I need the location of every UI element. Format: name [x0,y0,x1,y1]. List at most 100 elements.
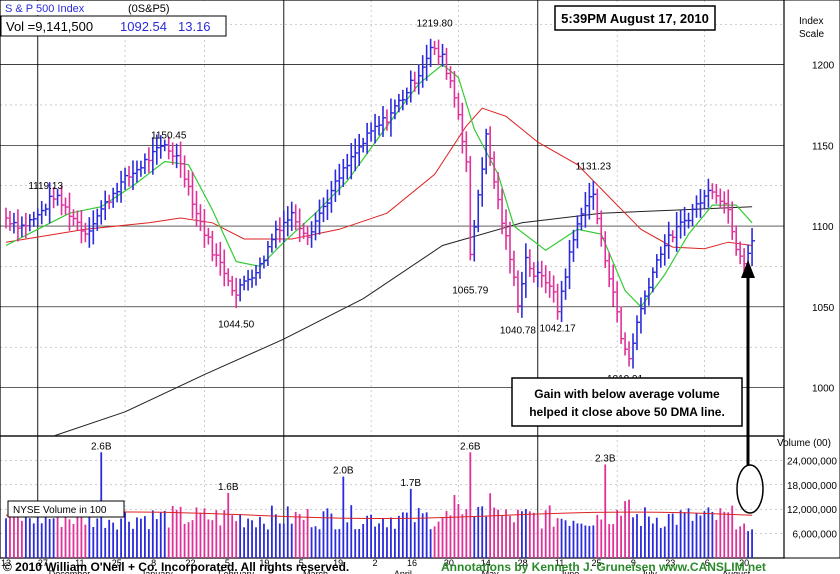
price-bar [247,269,252,291]
price-bar [314,212,319,241]
price-bar [536,261,541,288]
price-bar [235,277,240,309]
price-bar [96,208,101,231]
volume-tick-label: 18,000,000 [787,481,837,492]
price-bar [271,233,275,253]
last-price: 1092.54 [120,19,167,34]
price-tick-label: 1200 [812,61,835,72]
price-bar [735,225,740,256]
price-bar [215,243,220,267]
price-bar [120,170,125,203]
ma-200-line [53,206,753,437]
price-bar [453,71,458,108]
price-bar [163,139,168,152]
price-bar [497,172,502,210]
day-tick-label: 5 [225,558,230,568]
month-tick-label: May [482,569,500,574]
price-bar [124,167,129,190]
price-bar [159,135,164,159]
price-bar [48,182,53,224]
timestamp-box [554,5,716,31]
price-bar [711,183,716,200]
price-bar [493,151,498,189]
callout-line1: Gain with below average volume [534,387,720,401]
price-bar [104,190,109,221]
price-annotation: 1040.78 [500,326,537,337]
price-annotation: 1219.80 [417,19,454,30]
volume-tick-label: 6,000,000 [793,530,838,541]
price-bar [64,197,69,215]
volume-readout: Vol =9,141,500 [6,19,93,34]
day-tick-label: 6 [705,558,710,568]
price-bar [382,105,386,137]
price-bar [326,189,331,220]
price-bar [199,204,204,231]
price-bar [394,99,398,120]
day-tick-label: 11 [555,558,564,568]
price-bar [255,264,260,286]
volume-spike-label: 2.3B [595,453,616,464]
price-bar [370,122,375,142]
volume-average-line [5,511,753,519]
price-bar [302,223,307,239]
price-bar [640,297,644,334]
price-bar [231,275,236,296]
price-bar [211,230,216,262]
day-tick-label: 8 [151,558,156,568]
callout-line2: helped it close above 50 DMA line. [529,405,725,419]
day-tick-label: 25 [591,558,601,568]
price-bar [592,181,597,210]
price-bars [5,38,756,369]
price-bar [152,137,156,175]
price-bar [334,169,339,203]
price-bar [179,141,184,178]
price-bar [318,199,323,235]
price-change: 13.16 [178,19,211,34]
volume-source-box [7,500,125,518]
scale-title-line1: Index [799,16,823,27]
callout-arrow-head [741,260,755,278]
price-bar [656,254,660,279]
price-bar [310,221,315,248]
month-tick-label: December [49,569,91,574]
price-bar [699,188,704,218]
price-bar [719,188,724,209]
price-bar [560,280,565,322]
price-bar [13,212,17,234]
day-tick-label: 13 [1,558,11,568]
price-bar [612,264,617,307]
price-bar [227,268,232,287]
price-bar [600,210,605,247]
price-bar [513,250,517,287]
price-bar [286,206,291,237]
price-bar [207,227,212,245]
price-bar [171,142,176,165]
price-bar [52,187,57,209]
price-bar [374,113,379,144]
price-bar [707,178,712,208]
price-bar [366,122,371,154]
day-tick-label: 28 [518,558,528,568]
price-bar [342,158,347,187]
price-bar [687,212,692,229]
price-bar [259,257,263,279]
price-bar [175,143,180,169]
volume-spike-label: 1.7B [400,478,421,489]
annotation-credit: Annotations by Kenneth J. Gruneisen www.… [441,560,766,574]
price-bar [350,142,355,180]
price-bar [413,71,418,92]
month-tick-label: March [303,569,328,574]
price-bar [695,195,700,218]
price-bar [88,217,93,248]
price-bar [715,184,720,204]
price-bar [532,262,537,283]
price-bar [398,93,402,113]
price-bar [239,278,244,302]
month-tick-label: January [141,569,174,574]
price-bar [338,163,343,196]
price-bar [568,239,573,290]
month-tick-label: April [394,569,412,574]
price-bar [461,102,466,154]
price-bar [358,133,363,166]
